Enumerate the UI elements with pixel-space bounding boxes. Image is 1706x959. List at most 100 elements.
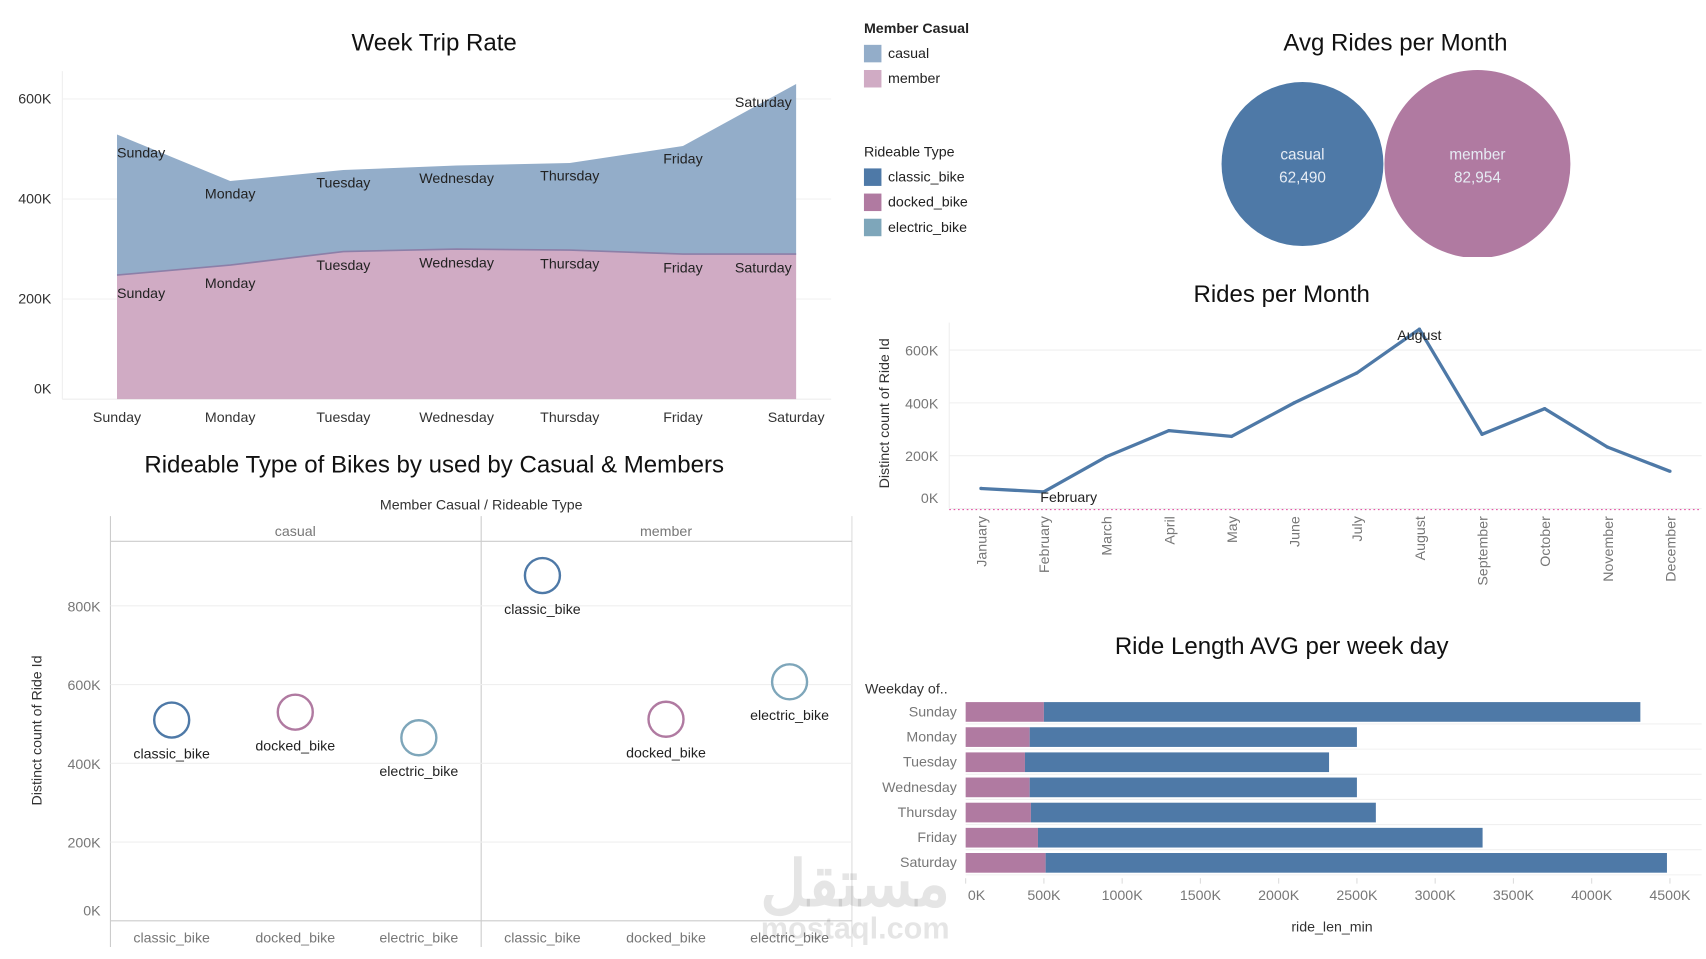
data-label-member: Sunday bbox=[117, 286, 166, 302]
data-label-member: Tuesday bbox=[316, 258, 371, 274]
data-label-casual: Monday bbox=[205, 187, 256, 203]
line-point-june bbox=[1292, 401, 1296, 405]
bar-segment-thursday-1 bbox=[1030, 802, 1376, 823]
x-tick-label: January bbox=[974, 515, 990, 566]
y-axis-title: Weekday of.. bbox=[865, 681, 948, 697]
y-tick-label: 400K bbox=[67, 757, 101, 773]
x-tick-label: May bbox=[1225, 515, 1241, 543]
y-tick-label: Thursday bbox=[898, 805, 958, 821]
y-tick-label: 0K bbox=[921, 491, 939, 507]
data-label-member: Monday bbox=[205, 276, 256, 292]
data-label-casual: Sunday bbox=[117, 145, 166, 161]
legend-item-docked-bike[interactable]: docked_bike bbox=[863, 189, 968, 214]
rides-line bbox=[980, 327, 1671, 494]
point-member-electric-bike bbox=[770, 663, 809, 701]
panel-header-member: member bbox=[640, 524, 692, 540]
line-point-december bbox=[1668, 469, 1672, 473]
x-tick-label: electric_bike bbox=[750, 931, 829, 947]
x-tick-label: March bbox=[1100, 516, 1116, 555]
x-tick-label: August bbox=[1413, 516, 1429, 560]
point-casual-docked-bike bbox=[276, 693, 314, 731]
legend-label: member bbox=[888, 69, 941, 87]
x-tick-label: docked_bike bbox=[626, 931, 706, 947]
data-label-member: Friday bbox=[663, 261, 703, 277]
legend-item-classic-bike[interactable]: classic_bike bbox=[863, 164, 968, 189]
data-label-member: Wednesday bbox=[419, 256, 495, 272]
point-member-classic-bike bbox=[523, 556, 562, 595]
legend-item-member[interactable]: member bbox=[863, 66, 969, 91]
data-label-member: Saturday bbox=[735, 261, 793, 277]
bubble-group: casual 62,490 member 82,954 bbox=[1221, 70, 1571, 257]
y-tick-label: 600K bbox=[905, 344, 939, 360]
bar-segment-saturday-0 bbox=[965, 853, 1046, 873]
bar-segment-tuesday-1 bbox=[1024, 752, 1330, 773]
bar-segment-wednesday-0 bbox=[965, 777, 1030, 798]
point-label: docked_bike bbox=[626, 746, 706, 762]
x-tick-label: Thursday bbox=[540, 410, 600, 426]
x-tick-label: July bbox=[1350, 515, 1366, 541]
legend-label: electric_bike bbox=[888, 218, 968, 236]
area-member bbox=[117, 249, 797, 400]
chart-title-week-trip-rate: Week Trip Rate bbox=[352, 29, 517, 56]
bar-segment-monday-0 bbox=[965, 727, 1030, 747]
bubble-value: 62,490 bbox=[1279, 170, 1326, 187]
x-tick-label: 4500K bbox=[1649, 888, 1691, 904]
x-tick-label: Monday bbox=[205, 410, 256, 426]
line-point-august bbox=[1417, 327, 1422, 331]
x-tick-label: electric_bike bbox=[379, 931, 458, 947]
x-tick-label: September bbox=[1475, 516, 1491, 586]
line-point-april bbox=[1167, 428, 1171, 433]
line-point-october bbox=[1543, 407, 1547, 411]
y-tick-label: Wednesday bbox=[882, 780, 958, 796]
legend-label: casual bbox=[888, 44, 930, 62]
legend-title: Rideable Type bbox=[863, 143, 955, 160]
y-tick-label: 200K bbox=[67, 836, 101, 852]
watermark-arabic: مستقل bbox=[760, 850, 950, 920]
line-point-september bbox=[1480, 432, 1484, 436]
point-label: classic_bike bbox=[133, 746, 210, 762]
x-tick-label: February bbox=[1037, 515, 1053, 573]
point-label: classic_bike bbox=[504, 602, 581, 618]
data-label-casual: Thursday bbox=[540, 169, 600, 185]
area-casual bbox=[117, 83, 797, 276]
legend-item-electric-bike[interactable]: electric_bike bbox=[863, 214, 968, 239]
y-tick-label: 600K bbox=[67, 678, 101, 694]
chart-title-rides-per-month: Rides per Month bbox=[1193, 281, 1369, 308]
x-tick-label: 500K bbox=[1027, 888, 1061, 904]
x-tick-label: 3000K bbox=[1415, 888, 1457, 904]
data-label-casual: Tuesday bbox=[316, 176, 371, 192]
x-tick-label: June bbox=[1288, 516, 1304, 547]
bubble-value: 82,954 bbox=[1454, 170, 1501, 187]
y-tick-label: Friday bbox=[917, 830, 957, 846]
line-point-january bbox=[979, 486, 983, 491]
chart-title-avg-rides: Avg Rides per Month bbox=[1283, 29, 1507, 56]
panel-header-casual: casual bbox=[275, 524, 316, 540]
y-tick-label: 400K bbox=[905, 396, 939, 412]
x-tick-label: docked_bike bbox=[255, 931, 335, 947]
x-tick-label: 1500K bbox=[1180, 888, 1222, 904]
annotation-august: August bbox=[1397, 328, 1441, 344]
y-tick-label: 0K bbox=[83, 903, 101, 919]
line-point-march bbox=[1104, 455, 1108, 459]
bar-segment-monday-1 bbox=[1029, 727, 1357, 747]
y-tick-label: Saturday bbox=[900, 855, 958, 871]
x-tick-label: classic_bike bbox=[133, 931, 210, 947]
line-point-november bbox=[1605, 445, 1609, 449]
line-point-february bbox=[1041, 490, 1046, 494]
legend-title: Member Casual bbox=[863, 19, 970, 37]
bubble-label: casual bbox=[1280, 147, 1324, 164]
x-tick-label: December bbox=[1663, 516, 1679, 582]
data-label-casual: Friday bbox=[663, 151, 703, 167]
legend-item-casual[interactable]: casual bbox=[863, 40, 969, 65]
member-boundary-line bbox=[116, 248, 797, 276]
bar-segment-wednesday-1 bbox=[1029, 777, 1357, 798]
swatch bbox=[863, 69, 882, 87]
chart-title-ride-length: Ride Length AVG per week day bbox=[1115, 633, 1449, 660]
bubble-casual bbox=[1221, 82, 1384, 247]
point-label: docked_bike bbox=[255, 738, 335, 754]
bar-segment-friday-0 bbox=[965, 827, 1038, 848]
y-tick-label: 200K bbox=[18, 291, 52, 307]
y-axis-title: Distinct count of Ride Id bbox=[877, 338, 893, 488]
x-tick-label: 4000K bbox=[1571, 888, 1613, 904]
